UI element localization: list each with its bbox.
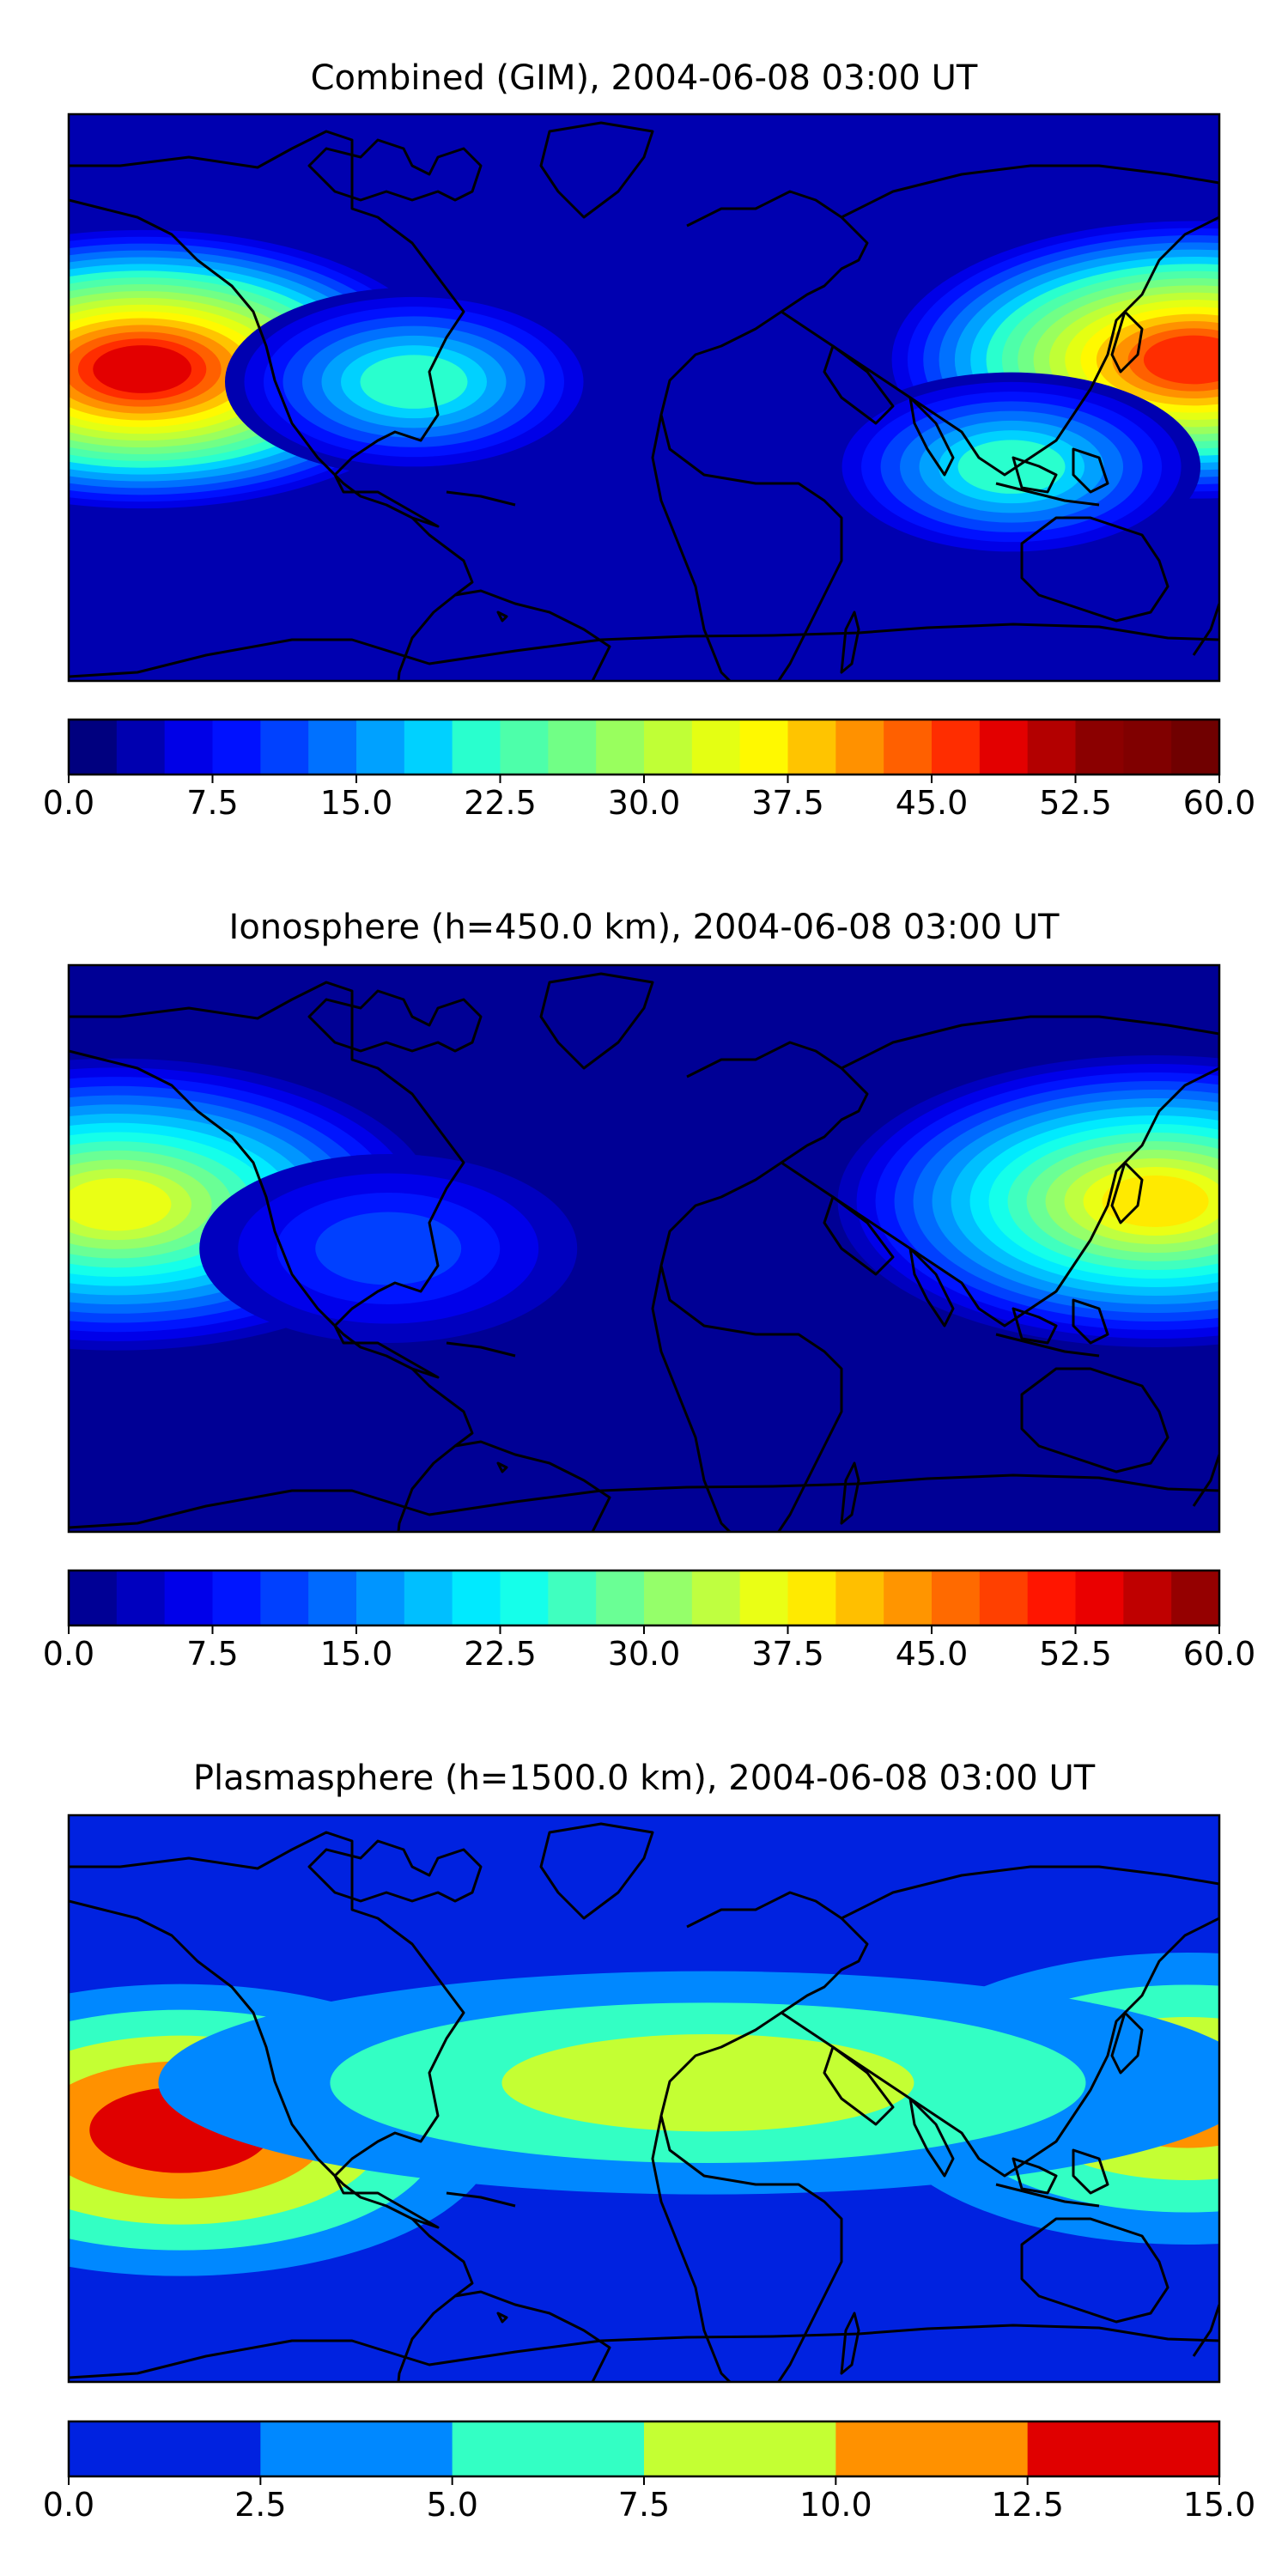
- colorbar-swatch: [356, 1571, 405, 1625]
- colorbar-swatch: [452, 720, 501, 775]
- colorbar-swatch: [548, 1571, 597, 1625]
- colorbar-swatch: [308, 1571, 357, 1625]
- colorbar-tick-label: 15.0: [1183, 2486, 1256, 2524]
- panel-c-map: [69, 1815, 1219, 2382]
- colorbar-swatch: [260, 1571, 309, 1625]
- colorbar-swatch: [69, 1571, 118, 1625]
- colorbar-swatch: [116, 1571, 166, 1625]
- colorbar-swatch: [212, 1571, 261, 1625]
- colorbar-a: 0.0 7.5 15.0 22.5 30.0 37.5 45.0 52.5 60.0: [43, 718, 1256, 822]
- colorbar-swatch: [308, 720, 357, 775]
- colorbar-swatch: [644, 1571, 693, 1625]
- colorbar-swatch: [835, 2421, 1029, 2476]
- colorbar-tick-label: 7.5: [186, 784, 238, 822]
- colorbar-tick-label: 52.5: [1039, 784, 1112, 822]
- colorbar-tick-label: 7.5: [618, 2486, 670, 2524]
- colorbar-swatch: [404, 1571, 453, 1625]
- colorbar-swatch: [884, 720, 933, 775]
- colorbar-tick-label: 0.0: [43, 2486, 94, 2524]
- colorbar-swatch: [644, 2421, 836, 2476]
- panel-a-map: [69, 114, 1219, 681]
- colorbar-tick-label: 5.0: [426, 2486, 477, 2524]
- colorbar-tick-label: 2.5: [234, 2486, 286, 2524]
- colorbar-swatch: [452, 2421, 645, 2476]
- colorbar-tick-label: 15.0: [320, 784, 393, 822]
- colorbar-swatch: [260, 2421, 453, 2476]
- colorbar-swatch: [1171, 720, 1220, 775]
- colorbar-tick-label: 60.0: [1183, 1635, 1256, 1673]
- colorbar-swatch: [739, 1571, 788, 1625]
- colorbar-tick-label: 7.5: [186, 1635, 238, 1673]
- panel-a-title: Combined (GIM), 2004-06-08 03:00 UT: [311, 58, 978, 98]
- contour-level: [93, 345, 191, 393]
- contour-level: [360, 355, 468, 409]
- colorbar-tick-label: 52.5: [1039, 1635, 1112, 1673]
- colorbar-tick-label: 45.0: [896, 784, 969, 822]
- panel-c-title: Plasmasphere (h=1500.0 km), 2004-06-08 0…: [193, 1759, 1096, 1798]
- colorbar-swatch: [884, 1571, 933, 1625]
- contour-level: [315, 1212, 462, 1285]
- panel-c-map-frame: [67, 1814, 1221, 2384]
- colorbar-swatch: [979, 1571, 1029, 1625]
- panel-b-map: [69, 965, 1219, 1532]
- colorbar-tick-label: 37.5: [751, 784, 824, 822]
- colorbar-swatch: [260, 720, 309, 775]
- colorbar-swatch: [69, 2421, 261, 2476]
- contour-level: [69, 1177, 172, 1231]
- panel-b-map-frame: [67, 963, 1221, 1534]
- colorbar-swatch: [500, 720, 549, 775]
- colorbar-swatch: [452, 1571, 501, 1625]
- colorbar-swatch: [1075, 1571, 1124, 1625]
- colorbar-tick-label: 22.5: [464, 784, 537, 822]
- colorbar-swatch: [979, 720, 1029, 775]
- colorbar-tick-label: 0.0: [43, 1635, 94, 1673]
- colorbar-tick-label: 15.0: [320, 1635, 393, 1673]
- colorbar-swatch: [1027, 2421, 1220, 2476]
- colorbar-tick-label: 30.0: [608, 1635, 681, 1673]
- colorbar-swatch: [596, 720, 645, 775]
- colorbar-swatch: [1123, 1571, 1172, 1625]
- colorbar-tick-label: 60.0: [1183, 784, 1256, 822]
- colorbar-swatch: [164, 1571, 213, 1625]
- colorbar-swatch: [691, 720, 741, 775]
- colorbar-swatch: [164, 720, 213, 775]
- colorbar-swatch: [212, 720, 261, 775]
- colorbar-c: 0.0 2.5 5.0 7.5 10.0 12.5 15.0: [43, 2420, 1256, 2524]
- colorbar-swatch: [787, 720, 836, 775]
- colorbar-swatch: [739, 720, 788, 775]
- colorbar-tick-label: 12.5: [991, 2486, 1064, 2524]
- colorbar-swatch: [1123, 720, 1172, 775]
- panel-b-title: Ionosphere (h=450.0 km), 2004-06-08 03:0…: [229, 908, 1060, 947]
- colorbar-swatch: [835, 1571, 884, 1625]
- colorbar-tick-label: 0.0: [43, 784, 94, 822]
- colorbar-swatch: [1171, 1571, 1220, 1625]
- colorbar-swatch: [1027, 1571, 1076, 1625]
- colorbar-swatch: [835, 720, 884, 775]
- colorbar-tick-label: 10.0: [799, 2486, 872, 2524]
- colorbar-tick-label: 37.5: [751, 1635, 824, 1673]
- colorbar-swatch: [500, 1571, 549, 1625]
- colorbar-swatch: [548, 720, 597, 775]
- colorbar-tick-label: 30.0: [608, 784, 681, 822]
- colorbar-swatch: [787, 1571, 836, 1625]
- panel-a-map-frame: [67, 112, 1221, 683]
- colorbar-tick-label: 45.0: [896, 1635, 969, 1673]
- contour-level: [501, 2034, 914, 2132]
- colorbar-tick-label: 22.5: [464, 1635, 537, 1673]
- colorbar-swatch: [644, 720, 693, 775]
- colorbar-swatch: [116, 720, 166, 775]
- colorbar-swatch: [356, 720, 405, 775]
- colorbar-swatch: [932, 720, 981, 775]
- colorbar-swatch: [596, 1571, 645, 1625]
- colorbar-swatch: [1075, 720, 1124, 775]
- colorbar-swatch: [404, 720, 453, 775]
- contour-level: [1143, 335, 1219, 385]
- colorbar-swatch: [932, 1571, 981, 1625]
- colorbar-swatch: [69, 720, 118, 775]
- colorbar-swatch: [691, 1571, 741, 1625]
- colorbar-swatch: [1027, 720, 1076, 775]
- colorbar-b: 0.0 7.5 15.0 22.5 30.0 37.5 45.0 52.5 60.0: [43, 1569, 1256, 1673]
